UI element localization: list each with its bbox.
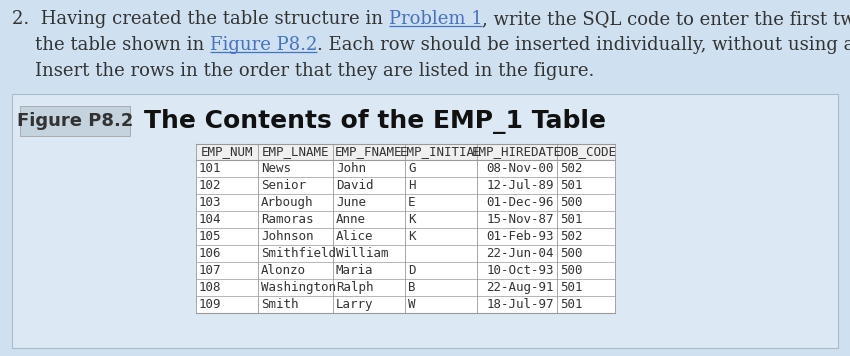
Text: 103: 103 — [199, 196, 222, 209]
Text: 101: 101 — [199, 162, 222, 175]
Text: EMP_FNAME: EMP_FNAME — [335, 146, 403, 158]
Text: 502: 502 — [560, 162, 582, 175]
Text: JOB_CODE: JOB_CODE — [556, 146, 616, 158]
Text: 109: 109 — [199, 298, 222, 311]
Text: 01-Feb-93: 01-Feb-93 — [486, 230, 554, 243]
Text: 12-Jul-89: 12-Jul-89 — [486, 179, 554, 192]
Text: Maria: Maria — [336, 264, 373, 277]
Text: EMP_NUM: EMP_NUM — [201, 146, 253, 158]
Text: News: News — [261, 162, 291, 175]
Text: the table shown in: the table shown in — [12, 36, 210, 54]
Text: 500: 500 — [560, 264, 582, 277]
Text: The Contents of the EMP_1 Table: The Contents of the EMP_1 Table — [144, 109, 606, 134]
Text: Ramoras: Ramoras — [261, 213, 314, 226]
Text: 106: 106 — [199, 247, 222, 260]
Text: Washington: Washington — [261, 281, 336, 294]
Bar — [196, 144, 615, 160]
Text: 15-Nov-87: 15-Nov-87 — [486, 213, 554, 226]
Text: 501: 501 — [560, 298, 582, 311]
Text: Ralph: Ralph — [336, 281, 373, 294]
Text: 108: 108 — [199, 281, 222, 294]
FancyBboxPatch shape — [12, 94, 838, 348]
Bar — [196, 144, 615, 313]
Text: 501: 501 — [560, 213, 582, 226]
Text: Anne: Anne — [336, 213, 366, 226]
Text: Arbough: Arbough — [261, 196, 314, 209]
Text: W: W — [408, 298, 416, 311]
Text: Problem 1: Problem 1 — [388, 10, 483, 28]
Text: Alice: Alice — [336, 230, 373, 243]
Text: 500: 500 — [560, 247, 582, 260]
Text: Johnson: Johnson — [261, 230, 314, 243]
Text: , write the SQL code to enter the first two rows for: , write the SQL code to enter the first … — [483, 10, 850, 28]
Text: Insert the rows in the order that they are listed in the figure.: Insert the rows in the order that they a… — [12, 62, 594, 80]
Text: K: K — [408, 213, 416, 226]
Text: Smithfield: Smithfield — [261, 247, 336, 260]
Text: EMP_INITIAL: EMP_INITIAL — [400, 146, 482, 158]
Text: 107: 107 — [199, 264, 222, 277]
Text: Smith: Smith — [261, 298, 298, 311]
Text: Figure P8.2: Figure P8.2 — [17, 112, 133, 130]
Text: E: E — [408, 196, 416, 209]
Text: 502: 502 — [560, 230, 582, 243]
Text: 104: 104 — [199, 213, 222, 226]
Text: EMP_LNAME: EMP_LNAME — [262, 146, 329, 158]
Text: B: B — [408, 281, 416, 294]
Text: Figure P8.2: Figure P8.2 — [210, 36, 317, 54]
Text: June: June — [336, 196, 366, 209]
Text: Larry: Larry — [336, 298, 373, 311]
Text: David: David — [336, 179, 373, 192]
Text: 01-Dec-96: 01-Dec-96 — [486, 196, 554, 209]
Text: G: G — [408, 162, 416, 175]
Text: H: H — [408, 179, 416, 192]
Text: 500: 500 — [560, 196, 582, 209]
Text: 22-Jun-04: 22-Jun-04 — [486, 247, 554, 260]
Text: 2.  Having created the table structure in: 2. Having created the table structure in — [12, 10, 388, 28]
Text: 08-Nov-00: 08-Nov-00 — [486, 162, 554, 175]
Text: John: John — [336, 162, 366, 175]
Text: . Each row should be inserted individually, without using a subquery.: . Each row should be inserted individual… — [317, 36, 850, 54]
Text: 501: 501 — [560, 179, 582, 192]
Text: 10-Oct-93: 10-Oct-93 — [486, 264, 554, 277]
Text: 22-Aug-91: 22-Aug-91 — [486, 281, 554, 294]
Text: EMP_HIREDATE: EMP_HIREDATE — [472, 146, 562, 158]
Text: Senior: Senior — [261, 179, 306, 192]
Text: K: K — [408, 230, 416, 243]
Text: 18-Jul-97: 18-Jul-97 — [486, 298, 554, 311]
Text: 105: 105 — [199, 230, 222, 243]
Text: William: William — [336, 247, 388, 260]
Text: Alonzo: Alonzo — [261, 264, 306, 277]
FancyBboxPatch shape — [20, 106, 130, 136]
Text: D: D — [408, 264, 416, 277]
Text: 102: 102 — [199, 179, 222, 192]
Text: 501: 501 — [560, 281, 582, 294]
